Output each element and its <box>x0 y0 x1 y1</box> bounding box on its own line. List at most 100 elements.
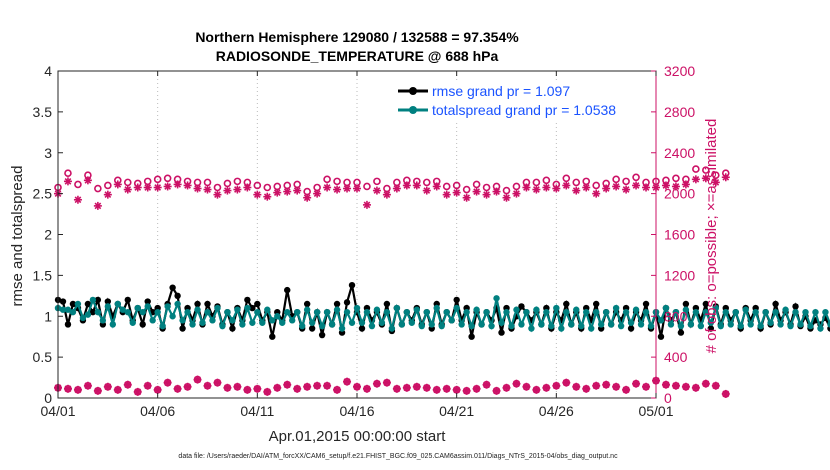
totalspread-point <box>343 308 351 316</box>
obs-assimilated-point <box>582 183 591 192</box>
obs-assimilated-point <box>333 385 342 394</box>
obs-assimilated-point <box>562 181 571 190</box>
totalspread-point <box>338 325 346 332</box>
totalspread-point <box>129 319 136 326</box>
obs-assimilated-point <box>592 189 601 198</box>
obs-assimilated-point <box>123 185 132 194</box>
obs-assimilated-point <box>502 383 511 392</box>
obs-assimilated-point <box>103 190 112 199</box>
totalspread-point <box>259 319 266 326</box>
totalspread-point <box>827 321 830 328</box>
totalspread-point <box>702 308 710 316</box>
totalspread-point <box>104 303 112 310</box>
totalspread-point <box>99 317 107 324</box>
totalspread-point <box>234 306 241 313</box>
totalspread-point <box>264 306 271 313</box>
totalspread-point <box>388 325 396 332</box>
totalspread-point <box>548 322 555 330</box>
obs-assimilated-point <box>223 186 232 195</box>
totalspread-point <box>363 308 371 316</box>
obs-possible-point <box>472 180 481 189</box>
totalspread-point <box>308 319 316 326</box>
totalspread-point <box>244 304 251 312</box>
totalspread-point <box>164 303 171 310</box>
series-layer <box>54 165 830 398</box>
obs-assimilated-point <box>73 195 82 204</box>
obs-assimilated-point <box>203 185 212 194</box>
obs-assimilated-point <box>671 381 680 390</box>
obs-possible-point <box>223 179 232 188</box>
rmse-point <box>229 325 236 332</box>
totalspread-point <box>632 306 640 313</box>
obs-assimilated-point <box>492 187 501 196</box>
obs-assimilated-point <box>63 384 72 393</box>
obs-assimilated-point <box>512 189 521 198</box>
rmse-point <box>707 325 715 332</box>
obs-assimilated-point <box>612 182 621 191</box>
totalspread-point <box>458 321 465 328</box>
obs-assimilated-point <box>153 385 162 394</box>
totalspread-point <box>752 308 759 316</box>
obs-assimilated-point <box>382 190 391 199</box>
totalspread-point <box>493 295 500 302</box>
obs-assimilated-point <box>681 180 690 189</box>
totalspread-point <box>762 308 769 316</box>
obs-possible-point <box>323 175 331 184</box>
y-axis-label-left: rmse and totalspread <box>9 166 26 307</box>
totalspread-point <box>358 319 366 326</box>
rmse-point <box>89 308 97 316</box>
totalspread-point <box>817 325 824 332</box>
obs-possible-point <box>672 174 680 183</box>
obs-assimilated-point <box>701 379 710 388</box>
rmse-point <box>244 296 251 304</box>
totalspread-point <box>214 304 221 312</box>
totalspread-point <box>289 317 296 324</box>
obs-possible-point <box>233 177 242 186</box>
obs-possible-point <box>203 178 212 187</box>
axes-layer: 0 0.5 1 1.5 2 2.5 3 3.5 4 0 400 800 1200 1600 2000 2400… <box>33 63 696 419</box>
totalspread-point <box>84 311 92 318</box>
obs-assimilated-point <box>103 382 112 391</box>
obs-assimilated-point <box>353 184 361 193</box>
obs-assimilated-point <box>123 380 132 389</box>
obs-possible-point <box>422 178 431 187</box>
totalspread-point <box>568 321 575 328</box>
rmse-point <box>249 304 256 312</box>
obs-assimilated-point <box>372 186 381 195</box>
y-tick-label-right: 2800 <box>664 104 695 120</box>
x-tick-label: 04/26 <box>539 403 574 419</box>
obs-assimilated-point <box>642 382 651 391</box>
obs-possible-point <box>442 182 451 191</box>
obs-assimilated-point <box>671 182 680 191</box>
y-tick-label-left: 0.5 <box>33 349 53 365</box>
rmse-point <box>383 300 391 308</box>
obs-possible-point <box>104 181 112 190</box>
totalspread-point <box>602 308 610 316</box>
rmse-point <box>254 300 261 308</box>
totalspread-point <box>513 306 520 313</box>
rmse-point <box>84 300 92 308</box>
totalspread-point <box>199 319 206 326</box>
totalspread-point <box>74 300 82 308</box>
obs-assimilated-point <box>572 186 581 195</box>
totalspread-point <box>174 300 181 308</box>
obs-assimilated-point <box>163 378 172 387</box>
y-tick-label-right: 800 <box>664 308 688 324</box>
rmse-point <box>94 296 102 304</box>
totalspread-point <box>373 306 381 313</box>
obs-assimilated-point <box>173 384 182 393</box>
y-tick-label-left: 0 <box>44 390 52 406</box>
totalspread-point <box>403 308 411 316</box>
totalspread-point <box>279 319 286 326</box>
totalspread-point <box>697 322 705 330</box>
obs-assimilated-point <box>353 382 361 391</box>
obs-assimilated-point <box>412 382 421 391</box>
obs-assimilated-point <box>193 375 202 384</box>
rmse-point <box>144 298 151 305</box>
totalspread-point <box>184 308 191 316</box>
obs-possible-point <box>542 176 551 185</box>
plot-area <box>58 71 656 398</box>
obs-assimilated-point <box>343 377 352 386</box>
rmse-point <box>69 300 77 308</box>
obs-assimilated-point <box>532 185 541 194</box>
